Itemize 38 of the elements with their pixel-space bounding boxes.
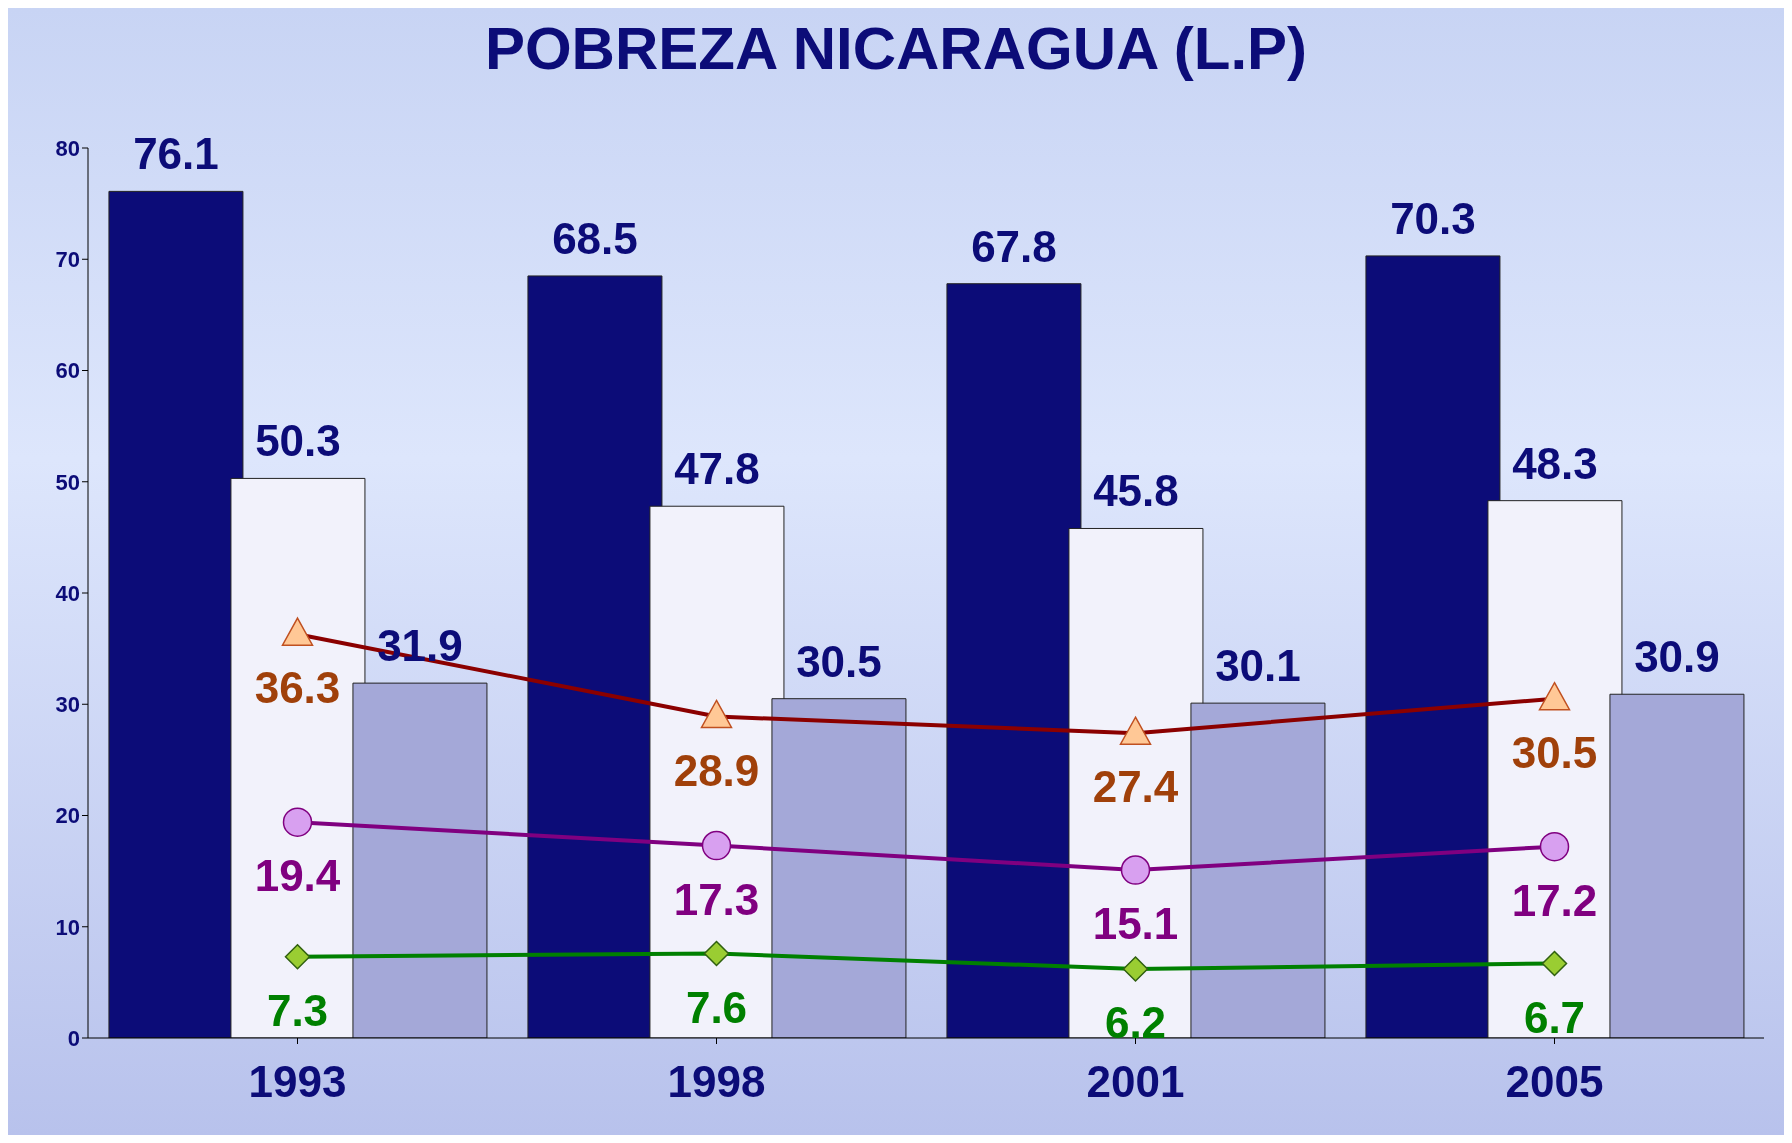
data-label: 50.3 xyxy=(255,416,341,466)
y-tick-label: 0 xyxy=(67,1025,80,1051)
data-label: 47.8 xyxy=(674,444,760,494)
y-tick-label: 50 xyxy=(55,469,80,495)
y-tick-label: 20 xyxy=(55,803,80,829)
data-label: 30.5 xyxy=(796,636,882,686)
y-tick-label: 80 xyxy=(55,135,80,161)
data-label: 7.6 xyxy=(685,982,748,1032)
y-tick-label: 70 xyxy=(55,247,80,273)
data-label: 67.8 xyxy=(971,221,1057,271)
data-label: 30.5 xyxy=(1511,727,1598,777)
data-label: 68.5 xyxy=(552,213,638,263)
data-label: 45.8 xyxy=(1093,466,1179,516)
x-tick-label: 1993 xyxy=(248,1057,347,1107)
data-label: 30.1 xyxy=(1215,641,1301,691)
data-label: 6.7 xyxy=(1523,992,1586,1042)
data-label: 15.1 xyxy=(1092,899,1179,949)
data-label: 76.1 xyxy=(133,129,219,179)
y-tick-label: 10 xyxy=(55,914,80,940)
x-tick-label: 2005 xyxy=(1505,1057,1604,1107)
data-label: 28.9 xyxy=(673,745,760,795)
data-label: 6.2 xyxy=(1104,998,1167,1048)
data-label: 31.9 xyxy=(377,621,463,671)
data-label: 19.4 xyxy=(254,851,341,901)
data-label: 30.9 xyxy=(1634,632,1720,682)
chart-title: POBREZA NICARAGUA (L.P) xyxy=(483,14,1309,84)
data-label: 7.3 xyxy=(266,986,329,1036)
x-tick-label: 2001 xyxy=(1086,1057,1185,1107)
y-tick-label: 30 xyxy=(55,692,80,718)
x-tick-label: 1998 xyxy=(667,1057,766,1107)
data-label: 48.3 xyxy=(1512,438,1598,488)
data-label: 17.3 xyxy=(673,874,760,924)
data-label: 70.3 xyxy=(1390,193,1476,243)
y-tick-label: 60 xyxy=(55,358,80,384)
data-label: 27.4 xyxy=(1092,762,1179,812)
data-label: 17.2 xyxy=(1511,875,1598,925)
data-label: 36.3 xyxy=(254,663,341,713)
y-tick-label: 40 xyxy=(55,580,80,606)
